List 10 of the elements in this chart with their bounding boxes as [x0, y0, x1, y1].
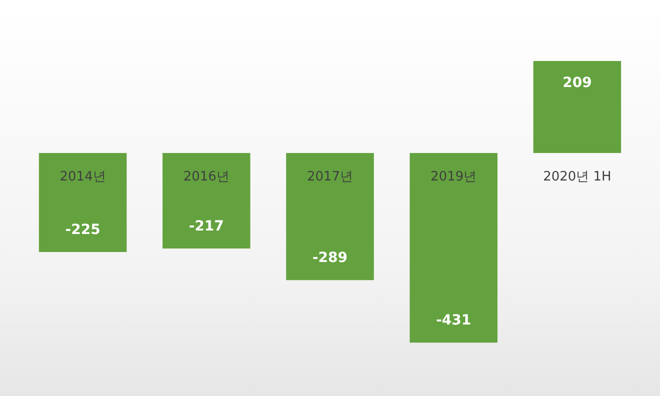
x-tick-label: 2016년: [183, 170, 230, 184]
data-label: 209: [562, 75, 592, 92]
data-label: -217: [188, 218, 224, 234]
x-tick-label: 2019년: [430, 170, 477, 184]
x-tick-label: 2014년: [60, 170, 106, 184]
data-label: -225: [65, 222, 100, 238]
data-label: -289: [312, 250, 348, 266]
data-label: -431: [436, 312, 472, 329]
x-tick-label: 2020년 1H: [543, 170, 612, 184]
x-tick-label: 2017년: [306, 170, 354, 184]
